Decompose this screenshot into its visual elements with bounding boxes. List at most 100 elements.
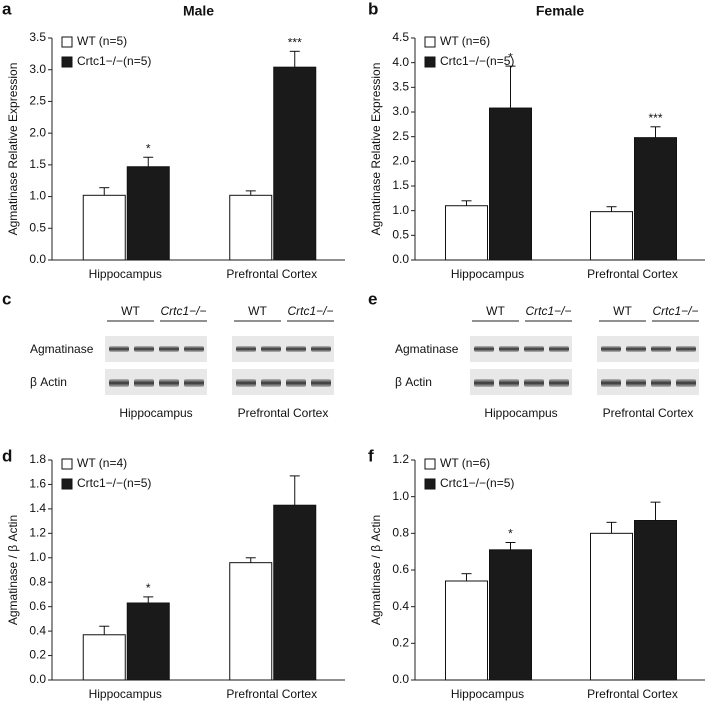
panel-letter: c [2, 289, 11, 308]
group-label: WT [486, 304, 505, 318]
blot-band [524, 379, 544, 387]
bar [445, 580, 488, 681]
bar [489, 549, 532, 681]
y-tick-label: 0.0 [392, 252, 409, 266]
blot-band [601, 379, 621, 387]
legend-swatch [424, 458, 436, 470]
x-tick-label: Prefrontal Cortex [226, 267, 317, 281]
chart-title: Female [536, 3, 584, 19]
blot-band [474, 346, 494, 352]
y-axis-label: Agmatinase Relative Expression [369, 63, 383, 236]
legend-label: Crtc1−/−(n=5) [77, 54, 151, 68]
region-label: Prefrontal Cortex [238, 406, 329, 420]
panel-letter: a [2, 0, 12, 18]
blot-band [159, 379, 179, 387]
row-label: Agmatinase [395, 342, 459, 356]
blot-band [286, 379, 306, 387]
blot-band [549, 346, 569, 352]
y-tick-label: 3.0 [29, 62, 46, 76]
bar [273, 66, 317, 261]
y-axis-label: Agmatinase / β Actin [369, 515, 383, 625]
blot-band [676, 379, 696, 387]
legend-swatch [61, 478, 73, 490]
y-tick-label: 2.0 [29, 125, 46, 139]
blot-band [499, 379, 519, 387]
y-tick-label: 0.6 [29, 599, 46, 613]
significance: *** [288, 35, 302, 49]
bar [229, 194, 273, 261]
bar [126, 602, 170, 681]
blot-band [134, 346, 154, 352]
x-tick-label: Prefrontal Cortex [587, 267, 678, 281]
blot-band [184, 379, 204, 387]
blot-band [499, 346, 519, 352]
significance: * [508, 527, 513, 541]
y-tick-label: 1.0 [29, 550, 46, 564]
blot-band [159, 346, 179, 352]
legend-label: Crtc1−/−(n=5) [440, 476, 514, 490]
bar [634, 520, 677, 681]
significance: * [508, 50, 513, 64]
y-tick-label: 1.5 [392, 178, 409, 192]
row-label: Agmatinase [30, 342, 94, 356]
x-tick-label: Hippocampus [451, 267, 524, 281]
y-tick-label: 1.5 [29, 157, 46, 171]
x-tick-label: Prefrontal Cortex [587, 687, 678, 701]
y-tick-label: 2.5 [29, 94, 46, 108]
blot-band [109, 379, 129, 387]
x-tick-label: Hippocampus [89, 687, 162, 701]
y-tick-label: 0.0 [392, 672, 409, 686]
region-label: Prefrontal Cortex [603, 406, 694, 420]
y-tick-label: 1.0 [392, 489, 409, 503]
group-label: WT [121, 304, 140, 318]
blot-band [626, 346, 646, 352]
bar [445, 205, 488, 261]
panel-letter: b [368, 0, 378, 18]
blot-band [651, 379, 671, 387]
y-tick-label: 1.2 [392, 452, 409, 466]
legend-label: WT (n=6) [440, 34, 490, 48]
y-tick-label: 2.0 [392, 154, 409, 168]
blot-band [651, 346, 671, 352]
y-tick-label: 0.6 [392, 562, 409, 576]
blot-band [626, 379, 646, 387]
x-tick-label: Hippocampus [451, 687, 524, 701]
blot-band [676, 346, 696, 352]
y-tick-label: 0.8 [29, 574, 46, 588]
blot-band [109, 346, 129, 352]
y-tick-label: 0.2 [29, 648, 46, 662]
y-tick-label: 3.5 [392, 80, 409, 94]
panel-letter: f [368, 446, 374, 465]
y-tick-label: 2.5 [392, 129, 409, 143]
y-tick-label: 0.5 [29, 220, 46, 234]
y-tick-label: 0.5 [392, 228, 409, 242]
blot-band [311, 379, 331, 387]
legend-label: Crtc1−/−(n=5) [77, 476, 151, 490]
region-label: Hippocampus [119, 406, 192, 420]
blot-band [286, 346, 306, 352]
row-label: β Actin [30, 375, 67, 389]
legend-label: WT (n=4) [77, 456, 127, 470]
y-tick-label: 1.6 [29, 477, 46, 491]
y-tick-label: 1.0 [29, 189, 46, 203]
y-tick-label: 1.8 [29, 452, 46, 466]
group-label: Crtc1−/− [160, 304, 206, 318]
bar [273, 504, 317, 681]
y-tick-label: 1.4 [29, 501, 46, 515]
blot-band [261, 379, 281, 387]
y-tick-label: 0.2 [392, 636, 409, 650]
blot-band [549, 379, 569, 387]
y-tick-label: 0.4 [392, 599, 409, 613]
blot-band [236, 346, 256, 352]
group-label: WT [248, 304, 267, 318]
legend-swatch [61, 56, 73, 68]
legend-label: WT (n=5) [77, 34, 127, 48]
group-label: Crtc1−/− [287, 304, 333, 318]
blot-band [261, 346, 281, 352]
legend-label: WT (n=6) [440, 456, 490, 470]
bar [590, 211, 633, 261]
group-label: WT [613, 304, 632, 318]
bar [229, 562, 273, 681]
blot-band [601, 346, 621, 352]
y-tick-label: 0.0 [29, 252, 46, 266]
